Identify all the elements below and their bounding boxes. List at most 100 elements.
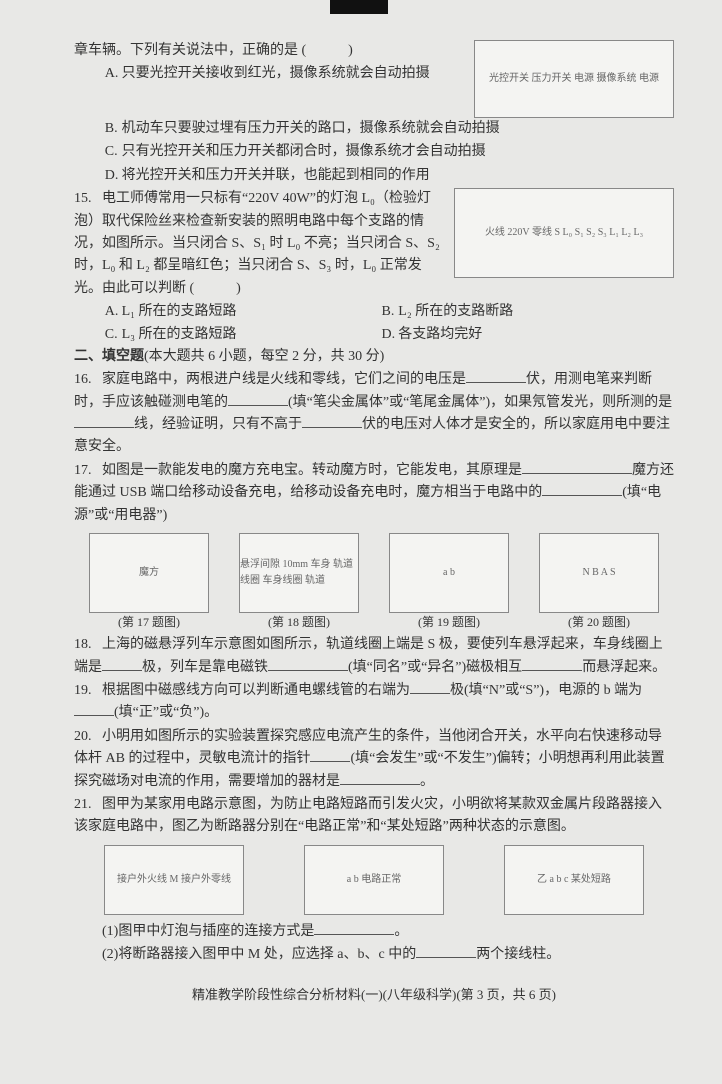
q21-sub2-post: 两个接线柱。: [476, 947, 560, 962]
fig17-cap: (第 17 题图): [89, 613, 209, 632]
fig18-cap: (第 18 题图): [239, 613, 359, 632]
q19-t2: 极(填“N”或“S”)，电源的 b 端为: [450, 683, 642, 698]
q21-fig-jia-labels: 接户外火线 M 接户外零线: [117, 872, 231, 888]
q19-t1: 根据图中磁感线方向可以判断通电螺线管的右端为: [102, 683, 410, 698]
q14-optC: 只有光控开关和压力开关都闭合时，摄像系统才会自动拍摄: [122, 144, 486, 159]
q21-fig-short-labels: 乙 a b c 某处短路: [537, 872, 611, 888]
fig19-cap: (第 19 题图): [389, 613, 509, 632]
opt-letter: C.: [105, 324, 122, 346]
q19-num: 19.: [74, 680, 102, 702]
fig18-wrap: 悬浮间隙 10mm 车身 轨道线圈 车身线圈 轨道 (第 18 题图): [239, 533, 359, 632]
q14-stem-cont: 章车辆。下列有关说法中，正确的是: [74, 43, 298, 58]
q16-t1: 家庭电路中，两根进户线是火线和零线，它们之间的电压是: [102, 372, 466, 387]
q17-block: 17.如图是一款能发电的魔方充电宝。转动魔方时，它能发电，其原理是魔方还能通过 …: [74, 460, 674, 527]
q21-num: 21.: [74, 794, 102, 816]
fig20-cap: (第 20 题图): [539, 613, 659, 632]
q15-optB: L₂ 所在的支路断路: [398, 304, 513, 319]
fig18-box: 悬浮间隙 10mm 车身 轨道线圈 车身线圈 轨道: [239, 533, 359, 613]
q18-t4: 而悬浮起来。: [582, 660, 666, 675]
q14-block: 光控开关 压力开关 电源 摄像系统 电源 章车辆。下列有关说法中，正确的是 ( …: [74, 40, 674, 188]
q18-num: 18.: [74, 634, 102, 656]
q15-block: 火线 220V 零线 S L₀ S₁ S₂ S₃ L₁ L₂ L₃ 15.电工师…: [74, 188, 674, 346]
blank: [522, 657, 582, 671]
fig17-wrap: 魔方 (第 17 题图): [89, 533, 209, 632]
opt-letter: A.: [105, 63, 122, 85]
blank: [102, 657, 142, 671]
blank: [74, 414, 134, 428]
page-footer: 精准教学阶段性综合分析材料(一)(八年级科学)(第 3 页，共 6 页): [74, 985, 674, 1006]
q21-t1: 图甲为某家用电路示意图，为防止电路短路而引发火灾，小明欲将某款双金属片段路器接入…: [74, 797, 662, 834]
fig19-labels: a b: [443, 565, 455, 581]
blank: [410, 680, 450, 694]
opt-letter: A.: [105, 301, 122, 323]
q21-sub2-pre: (2)将断路器接入图甲中 M 处，应选择 a、b、c 中的: [102, 947, 416, 962]
q16-t3: (填“笔尖金属体”或“笔尾金属体”)，如果氖管发光，则所测的是: [288, 395, 672, 410]
q14-paren: ( ): [302, 43, 353, 58]
fig17-box: 魔方: [89, 533, 209, 613]
opt-letter: B.: [382, 301, 399, 323]
blank: [542, 482, 622, 496]
opt-letter: C.: [105, 141, 122, 163]
q18-t2: 极，列车是靠电磁铁: [142, 660, 268, 675]
blank: [416, 944, 476, 958]
q14-optB: 机动车只要驶过埋有压力开关的路口，摄像系统就会自动拍摄: [122, 121, 500, 136]
q16-t4: 线，经验证明，只有不高于: [134, 417, 302, 432]
q18-block: 18.上海的磁悬浮列车示意图如图所示，轨道线圈上端是 S 极，要使列车悬浮起来，…: [74, 634, 674, 679]
section2-header: 二、填空题(本大题共 6 小题，每空 2 分，共 30 分): [74, 346, 674, 368]
q14-optD: 将光控开关和压力开关并联，也能起到相同的作用: [122, 168, 430, 183]
q18-t3: (填“同名”或“异名”)磁极相互: [348, 660, 522, 675]
fig20-box: N B A S: [539, 533, 659, 613]
blank: [522, 460, 632, 474]
q14-optA: 只要光控开关接收到红光，摄像系统就会自动拍摄: [122, 66, 430, 81]
q15-optD: 各支路均完好: [398, 327, 482, 342]
section2-title: 二、填空题: [74, 349, 144, 364]
q21-sub2: (2)将断路器接入图甲中 M 处，应选择 a、b、c 中的 两个接线柱。: [74, 944, 674, 966]
fig19-box: a b: [389, 533, 509, 613]
q19-block: 19.根据图中磁感线方向可以判断通电螺线管的右端为 极(填“N”或“S”)，电源的…: [74, 680, 674, 725]
q16-num: 16.: [74, 369, 102, 391]
blank: [302, 414, 362, 428]
figure-row: 魔方 (第 17 题图) 悬浮间隙 10mm 车身 轨道线圈 车身线圈 轨道 (…: [74, 533, 674, 632]
blank: [340, 771, 420, 785]
fig20-labels: N B A S: [582, 565, 615, 581]
opt-letter: D.: [382, 324, 399, 346]
exam-page: 光控开关 压力开关 电源 摄像系统 电源 章车辆。下列有关说法中，正确的是 ( …: [0, 0, 722, 1025]
q20-num: 20.: [74, 726, 102, 748]
opt-letter: B.: [105, 118, 122, 140]
q15-options: A.L₁ 所在的支路短路 B.L₂ 所在的支路断路: [74, 301, 674, 323]
q15-optA: L₁ 所在的支路短路: [122, 304, 237, 319]
q21-figure-row: 接户外火线 M 接户外零线 a b 电路正常 乙 a b c 某处短路: [74, 845, 674, 915]
q21-sub1-post: 。: [394, 924, 408, 939]
q20-t3: 。: [420, 774, 434, 789]
q15-paren: ( ): [190, 281, 241, 296]
fig20-wrap: N B A S (第 20 题图): [539, 533, 659, 632]
q15-stem: 电工师傅常用一只标有“220V 40W”的灯泡 L₀（检验灯泡）取代保险丝来检查…: [74, 191, 440, 296]
q17-num: 17.: [74, 460, 102, 482]
fig19-wrap: a b (第 19 题图): [389, 533, 509, 632]
opt-letter: D.: [105, 165, 122, 187]
q21-block: 21.图甲为某家用电路示意图，为防止电路短路而引发火灾，小明欲将某款双金属片段路…: [74, 794, 674, 839]
q14-diagram: 光控开关 压力开关 电源 摄像系统 电源: [474, 40, 674, 118]
q15-num: 15.: [74, 188, 102, 210]
q15-diagram: 火线 220V 零线 S L₀ S₁ S₂ S₃ L₁ L₂ L₃: [454, 188, 674, 278]
q15-diagram-labels: 火线 220V 零线 S L₀ S₁ S₂ S₃ L₁ L₂ L₃: [485, 225, 643, 241]
q14-diagram-labels: 光控开关 压力开关 电源 摄像系统 电源: [489, 71, 659, 87]
blank: [74, 702, 114, 716]
blank: [228, 392, 288, 406]
blank: [310, 748, 350, 762]
section2-desc: (本大题共 6 小题，每空 2 分，共 30 分): [144, 349, 384, 364]
q16-block: 16.家庭电路中，两根进户线是火线和零线，它们之间的电压是伏，用测电笔来判断时，…: [74, 369, 674, 459]
q21-fig-short: 乙 a b c 某处短路: [504, 845, 644, 915]
q21-fig-normal: a b 电路正常: [304, 845, 444, 915]
q19-t3: (填“正”或“负”)。: [114, 705, 218, 720]
fig18-labels: 悬浮间隙 10mm 车身 轨道线圈 车身线圈 轨道: [240, 557, 358, 589]
page-notch: [330, 0, 388, 14]
q15-options-2: C.L₃ 所在的支路短路 D.各支路均完好: [74, 324, 674, 346]
q21-sub1-pre: (1)图甲中灯泡与插座的连接方式是: [102, 924, 314, 939]
q21-fig-normal-labels: a b 电路正常: [347, 872, 401, 888]
q17-t1: 如图是一款能发电的魔方充电宝。转动魔方时，它能发电，其原理是: [102, 463, 522, 478]
q15-optC: L₃ 所在的支路短路: [122, 327, 237, 342]
blank: [268, 657, 348, 671]
q20-block: 20.小明用如图所示的实验装置探究感应电流产生的条件，当他闭合开关，水平向右快速…: [74, 726, 674, 793]
q21-fig-jia: 接户外火线 M 接户外零线: [104, 845, 244, 915]
